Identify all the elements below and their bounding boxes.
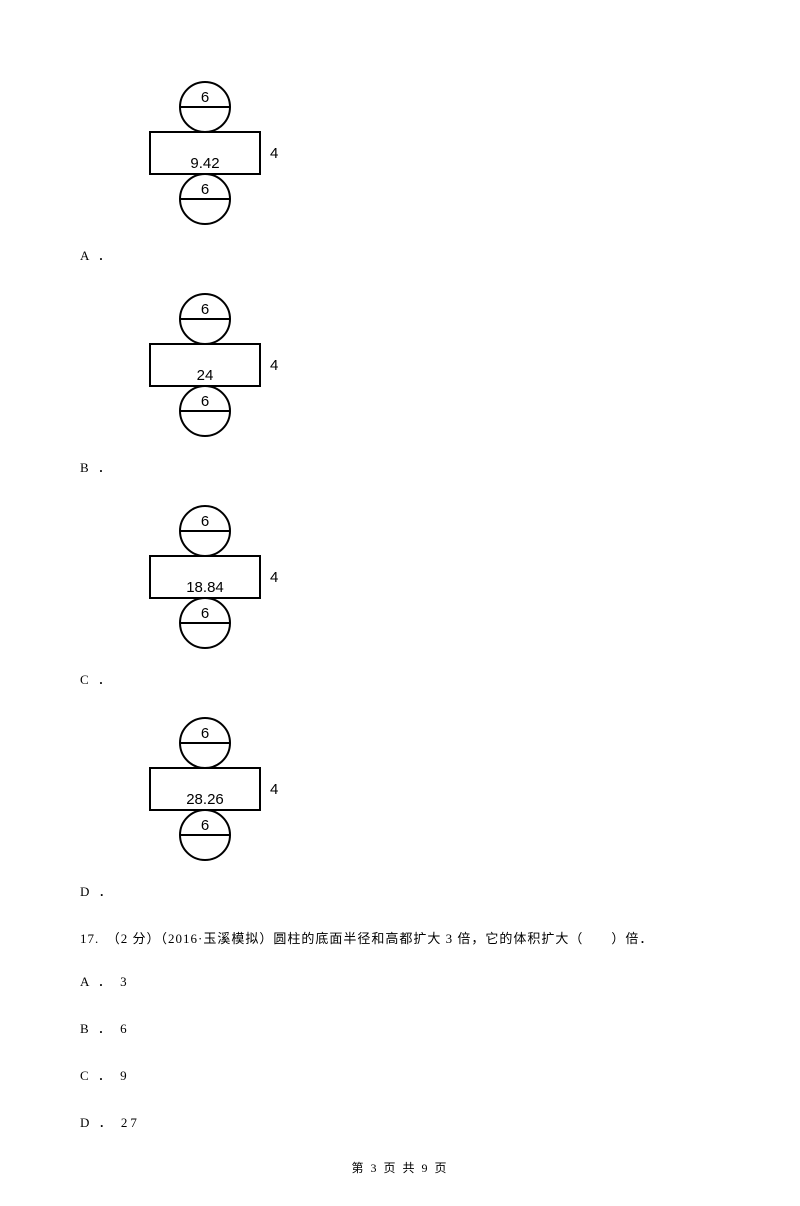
q17-option-c: C ． 9 [80, 1065, 720, 1084]
top-diameter-value: 6 [201, 513, 209, 530]
bottom-diameter-value: 6 [201, 181, 209, 198]
rect-height-value: 4 [270, 781, 278, 798]
option-block-a: 6 9.42 4 6 A ． [80, 80, 720, 264]
rect-height-value: 4 [270, 145, 278, 162]
option-label-a: A ． [80, 245, 720, 264]
question-17-text: 17. （2 分）（2016·玉溪模拟）圆柱的底面半径和高都扩大 3 倍，它的体… [80, 928, 720, 947]
option-block-b: 6 24 4 6 B ． [80, 292, 720, 476]
option-label-b: B ． [80, 457, 720, 476]
bottom-diameter-value: 6 [201, 817, 209, 834]
q17-option-b: B ． 6 [80, 1018, 720, 1037]
bottom-diameter-value: 6 [201, 393, 209, 410]
top-diameter-value: 6 [201, 725, 209, 742]
cylinder-net-diagram-a: 6 9.42 4 6 [130, 80, 290, 239]
top-diameter-value: 6 [201, 301, 209, 318]
q17-option-a: A ． 3 [80, 971, 720, 990]
option-block-c: 6 18.84 4 6 C ． [80, 504, 720, 688]
bottom-diameter-value: 6 [201, 605, 209, 622]
rect-width-value: 24 [197, 367, 214, 384]
rect-height-value: 4 [270, 357, 278, 374]
rect-width-value: 28.26 [186, 791, 224, 808]
option-label-c: C ． [80, 669, 720, 688]
cylinder-net-diagram-c: 6 18.84 4 6 [130, 504, 290, 663]
rect-width-value: 18.84 [186, 579, 224, 596]
top-diameter-value: 6 [201, 89, 209, 106]
q17-option-d: D ． 27 [80, 1112, 720, 1131]
rect-height-value: 4 [270, 569, 278, 586]
option-label-d: D ． [80, 881, 720, 900]
page-footer: 第 3 页 共 9 页 [80, 1159, 720, 1176]
rect-width-value: 9.42 [190, 155, 219, 172]
cylinder-net-diagram-d: 6 28.26 4 6 [130, 716, 290, 875]
option-block-d: 6 28.26 4 6 D ． [80, 716, 720, 900]
cylinder-net-diagram-b: 6 24 4 6 [130, 292, 290, 451]
